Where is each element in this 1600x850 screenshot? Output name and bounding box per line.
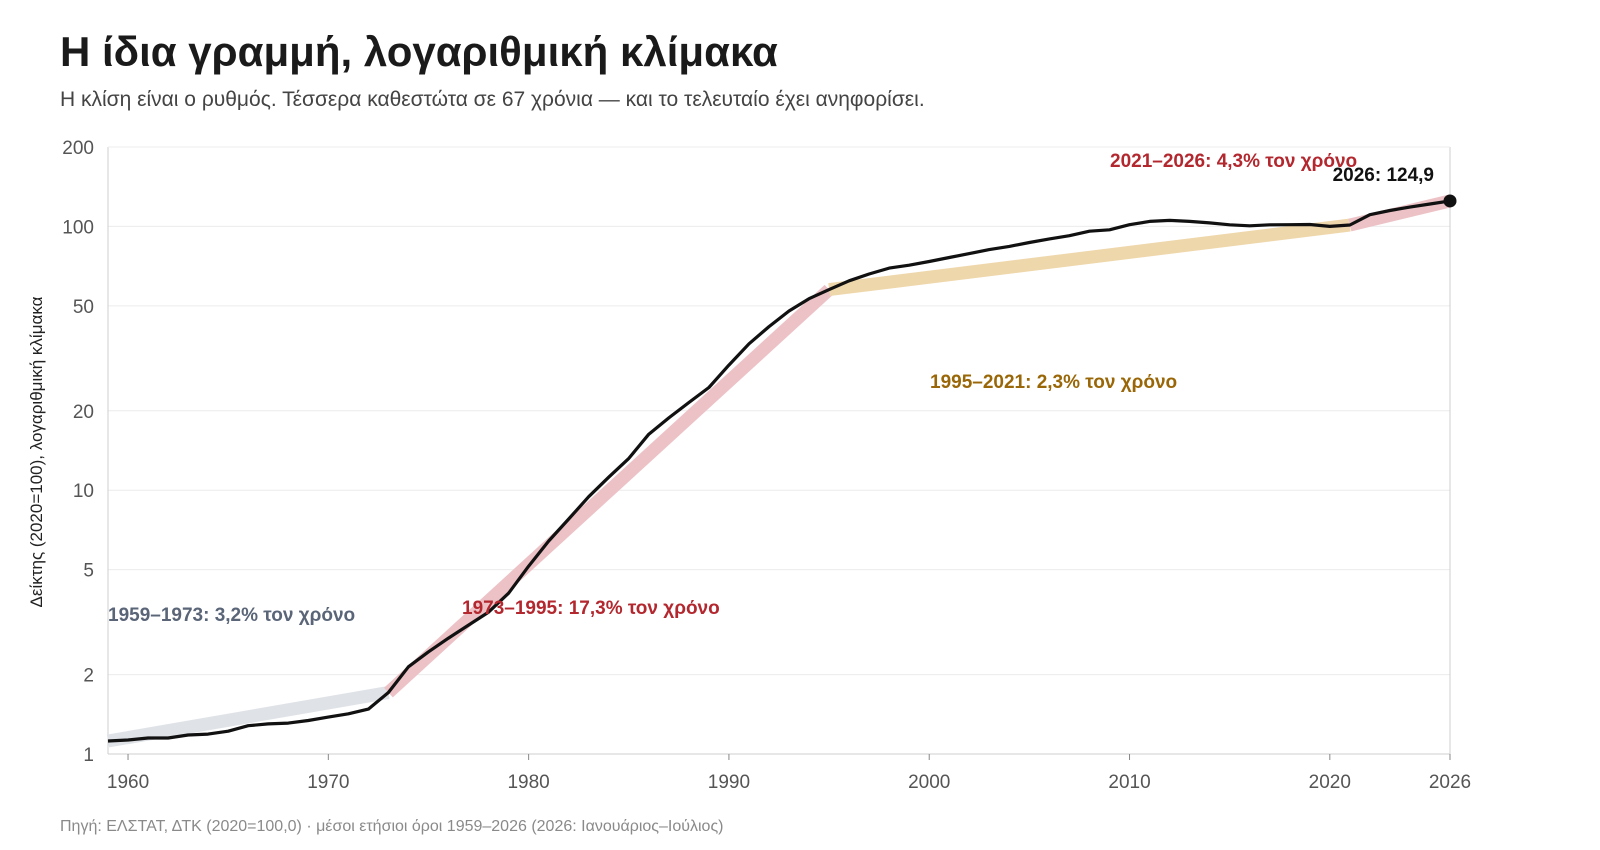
- chart-subtitle: Η κλίση είναι ο ρυθμός. Τέσσερα καθεστώτ…: [60, 88, 925, 111]
- source-note: Πηγή: ΕΛΣΤΑΤ, ΔΤΚ (2020=100,0) · μέσοι ε…: [60, 818, 724, 835]
- endpoint-marker: [1443, 194, 1457, 208]
- y-tick-label: 200: [62, 138, 94, 159]
- regime-bands: [106, 194, 1452, 748]
- x-tick-label: 2026: [1429, 772, 1471, 793]
- y-tick-label: 1: [83, 745, 94, 766]
- endpoint-label: 2026: 124,9: [1333, 165, 1434, 186]
- cpi-line: [107, 199, 1451, 743]
- regime-annotation: 1959–1973: 3,2% τον χρόνο: [108, 605, 355, 626]
- x-tick-label: 2000: [908, 772, 950, 793]
- regime-annotation: 2021–2026: 4,3% τον χρόνο: [1110, 151, 1357, 172]
- y-tick-label: 20: [73, 402, 94, 423]
- label-layer: 1 2 5 10 20 50 100 200 1960 1970 1980 1990 2000 2010 2…: [62, 138, 1471, 793]
- x-tick-label: 1980: [507, 772, 549, 793]
- y-axis-label: Δείκτης (2020=100), λογαριθμική κλίμακα: [27, 296, 46, 607]
- x-tick-label: 1960: [107, 772, 149, 793]
- x-tick-label: 1970: [307, 772, 349, 793]
- regime-annotation: 1995–2021: 2,3% τον χρόνο: [930, 372, 1177, 393]
- x-tick-label: 2020: [1309, 772, 1351, 793]
- y-tick-label: 5: [83, 561, 94, 582]
- x-tick-label: 1990: [708, 772, 750, 793]
- regime-annotation: 1973–1995: 17,3% τον χρόνο: [462, 598, 720, 619]
- grid-layer: [107, 146, 1451, 760]
- regime-band: [828, 218, 1351, 297]
- regime-band: [106, 686, 390, 748]
- x-tick-label: 2010: [1108, 772, 1150, 793]
- regime-band: [384, 284, 834, 698]
- chart-title: Η ίδια γραμμή, λογαριθμική κλίμακα: [60, 28, 778, 75]
- series-layer: [107, 194, 1457, 743]
- y-tick-label: 2: [83, 666, 94, 687]
- y-tick-label: 50: [73, 297, 94, 318]
- y-tick-label: 10: [73, 481, 94, 502]
- y-tick-label: 100: [62, 217, 94, 238]
